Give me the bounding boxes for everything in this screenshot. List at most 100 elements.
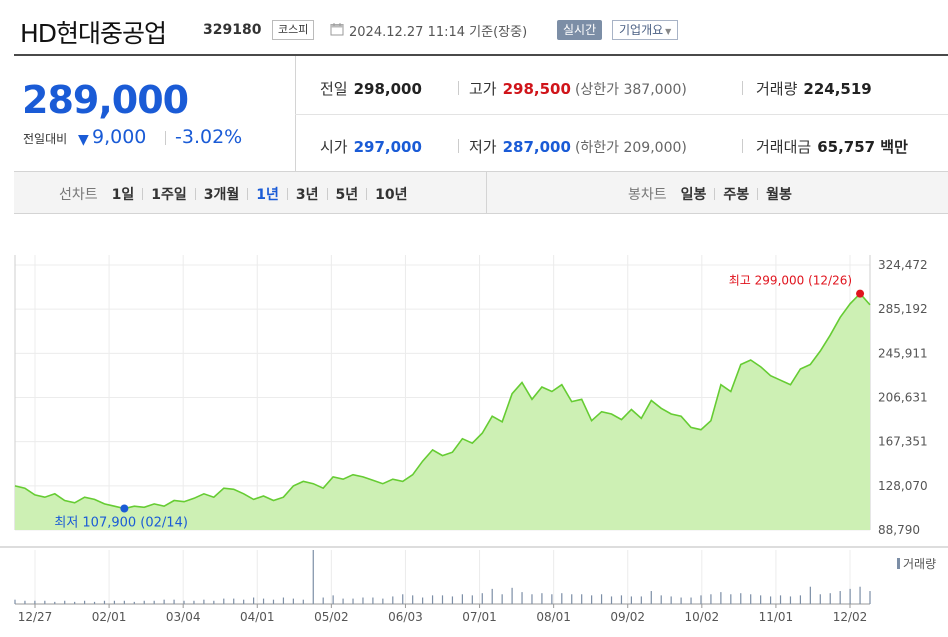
low-price: 저가 287,000 (하한가 209,000) (469, 136, 687, 157)
volume-bar (34, 600, 36, 604)
volume-bar (213, 600, 215, 604)
divider (165, 131, 166, 145)
volume-bar (819, 594, 821, 604)
volume-bar (769, 596, 772, 604)
low-label: 저가 (469, 138, 497, 156)
volume-bar (531, 594, 533, 604)
volume-bar (859, 586, 861, 604)
divider (366, 188, 368, 200)
divider (326, 188, 328, 200)
x-tick-label: 09/02 (610, 610, 645, 624)
divider (295, 114, 948, 115)
quote-panel: 289,000 전일대비 ▼ 9,000 -3.02% 전일 298,000 고가… (14, 54, 948, 172)
realtime-button[interactable]: 실시간 (557, 20, 603, 40)
lower-limit: (하한가 209,000) (574, 140, 687, 156)
volume-bar (312, 550, 314, 604)
prev-close-value: 298,000 (353, 80, 422, 98)
volume: 거래량 224,519 (756, 78, 872, 99)
volume-bar (839, 591, 841, 604)
high-marker (856, 289, 865, 298)
tab-line-period-6[interactable]: 10년 (375, 187, 408, 203)
volume-bar (541, 593, 543, 604)
divider (742, 81, 743, 95)
candle-chart-label: 봉차트 (628, 187, 667, 203)
price-chart-svg: 324,472 285,192 245,911 206,631 167,351 128,0… (0, 255, 948, 624)
volume-bar (809, 586, 811, 604)
current-price: 289,000 (22, 78, 189, 122)
volume-bar (352, 598, 354, 604)
volume-value: 224,519 (803, 80, 872, 98)
volume-bar (610, 596, 613, 604)
open-value: 297,000 (353, 138, 422, 156)
tab-line-period-3[interactable]: 1년 (256, 187, 279, 203)
tab-candle-period-0[interactable]: 일봉 (680, 187, 707, 203)
line-chart-label: 선차트 (59, 187, 98, 203)
volume-bar (849, 588, 851, 604)
volume-bar (302, 599, 304, 604)
volume-bar (740, 593, 742, 604)
volume-bar (670, 596, 672, 604)
volume-bar (750, 594, 752, 604)
candle-chart-tabs: 봉차트 일봉 주봉 월봉 (628, 184, 792, 204)
chart-tabs-bar: 선차트 1일 1주일 3개월 1년 3년 5년 10년 봉차트 일봉 주봉 월봉 (14, 172, 948, 214)
tab-line-period-4[interactable]: 3년 (295, 187, 319, 203)
volume-bar (282, 597, 285, 604)
volume-bar (779, 595, 782, 604)
tab-line-period-2[interactable]: 3개월 (203, 187, 240, 203)
volume-bar (471, 595, 473, 604)
volume-bar (133, 601, 135, 604)
volume-bar (243, 599, 245, 604)
change-value: 9,000 (92, 126, 147, 148)
tab-candle-period-1[interactable]: 주봉 (723, 187, 750, 203)
volume-bar (54, 601, 56, 604)
upper-limit: (상한가 387,000) (574, 82, 687, 98)
volume-bar (561, 593, 563, 604)
tab-candle-period-2[interactable]: 월봉 (766, 187, 792, 203)
volume-bar (183, 600, 185, 604)
volume-bar (412, 595, 414, 604)
volume-bar (123, 600, 125, 604)
x-tick-label: 10/02 (685, 610, 720, 624)
volume-bar (571, 594, 573, 604)
y-tick-label: 285,192 (878, 302, 928, 316)
high-price: 고가 298,500 (상한가 387,000) (469, 78, 687, 99)
volume-bar (581, 594, 583, 604)
volume-bar (422, 597, 424, 604)
tab-line-period-0[interactable]: 1일 (111, 187, 135, 203)
timestamp: 2024.12.27 11:14 기준(장중) (349, 25, 528, 40)
volume-bar (362, 597, 364, 604)
company-overview-button[interactable]: 기업개요 ▼ (612, 20, 679, 40)
divider (286, 188, 288, 200)
x-tick-label: 11/01 (759, 610, 794, 624)
volume-bar (342, 598, 344, 604)
volume-bar (650, 591, 652, 604)
tab-line-period-5[interactable]: 5년 (335, 187, 359, 203)
volume-bar (491, 588, 493, 604)
tab-line-period-1[interactable]: 1주일 (151, 187, 187, 203)
price-chart: 324,472 285,192 245,911 206,631 167,351 128,0… (0, 214, 948, 637)
volume-bar (382, 598, 384, 604)
volume-bar (223, 598, 225, 604)
page-header: HD현대중공업 329180 코스피 2024.12.27 11:14 기준(장… (0, 0, 948, 56)
volume-bar (93, 601, 96, 604)
volume-bar (591, 595, 593, 604)
divider (247, 188, 249, 200)
volume-bar (113, 600, 116, 604)
volume-bar (640, 596, 642, 604)
high-label: 고가 (469, 80, 497, 98)
stock-code: 329180 (203, 22, 262, 38)
open-price: 시가 297,000 (320, 136, 422, 157)
volume-bar (153, 600, 155, 604)
divider (486, 172, 487, 214)
volume-bar (44, 600, 46, 604)
low-marker (120, 504, 129, 513)
volume-bar (700, 595, 702, 604)
volume-bar (233, 598, 235, 604)
y-tick-label: 245,911 (878, 346, 928, 360)
volume-bar (253, 597, 255, 604)
open-label: 시가 (320, 138, 348, 156)
volume-bar (431, 595, 434, 604)
volume-bar (451, 596, 454, 604)
company-overview-label: 기업개요 (619, 23, 664, 37)
volume-legend-label: 거래량 (903, 557, 936, 571)
